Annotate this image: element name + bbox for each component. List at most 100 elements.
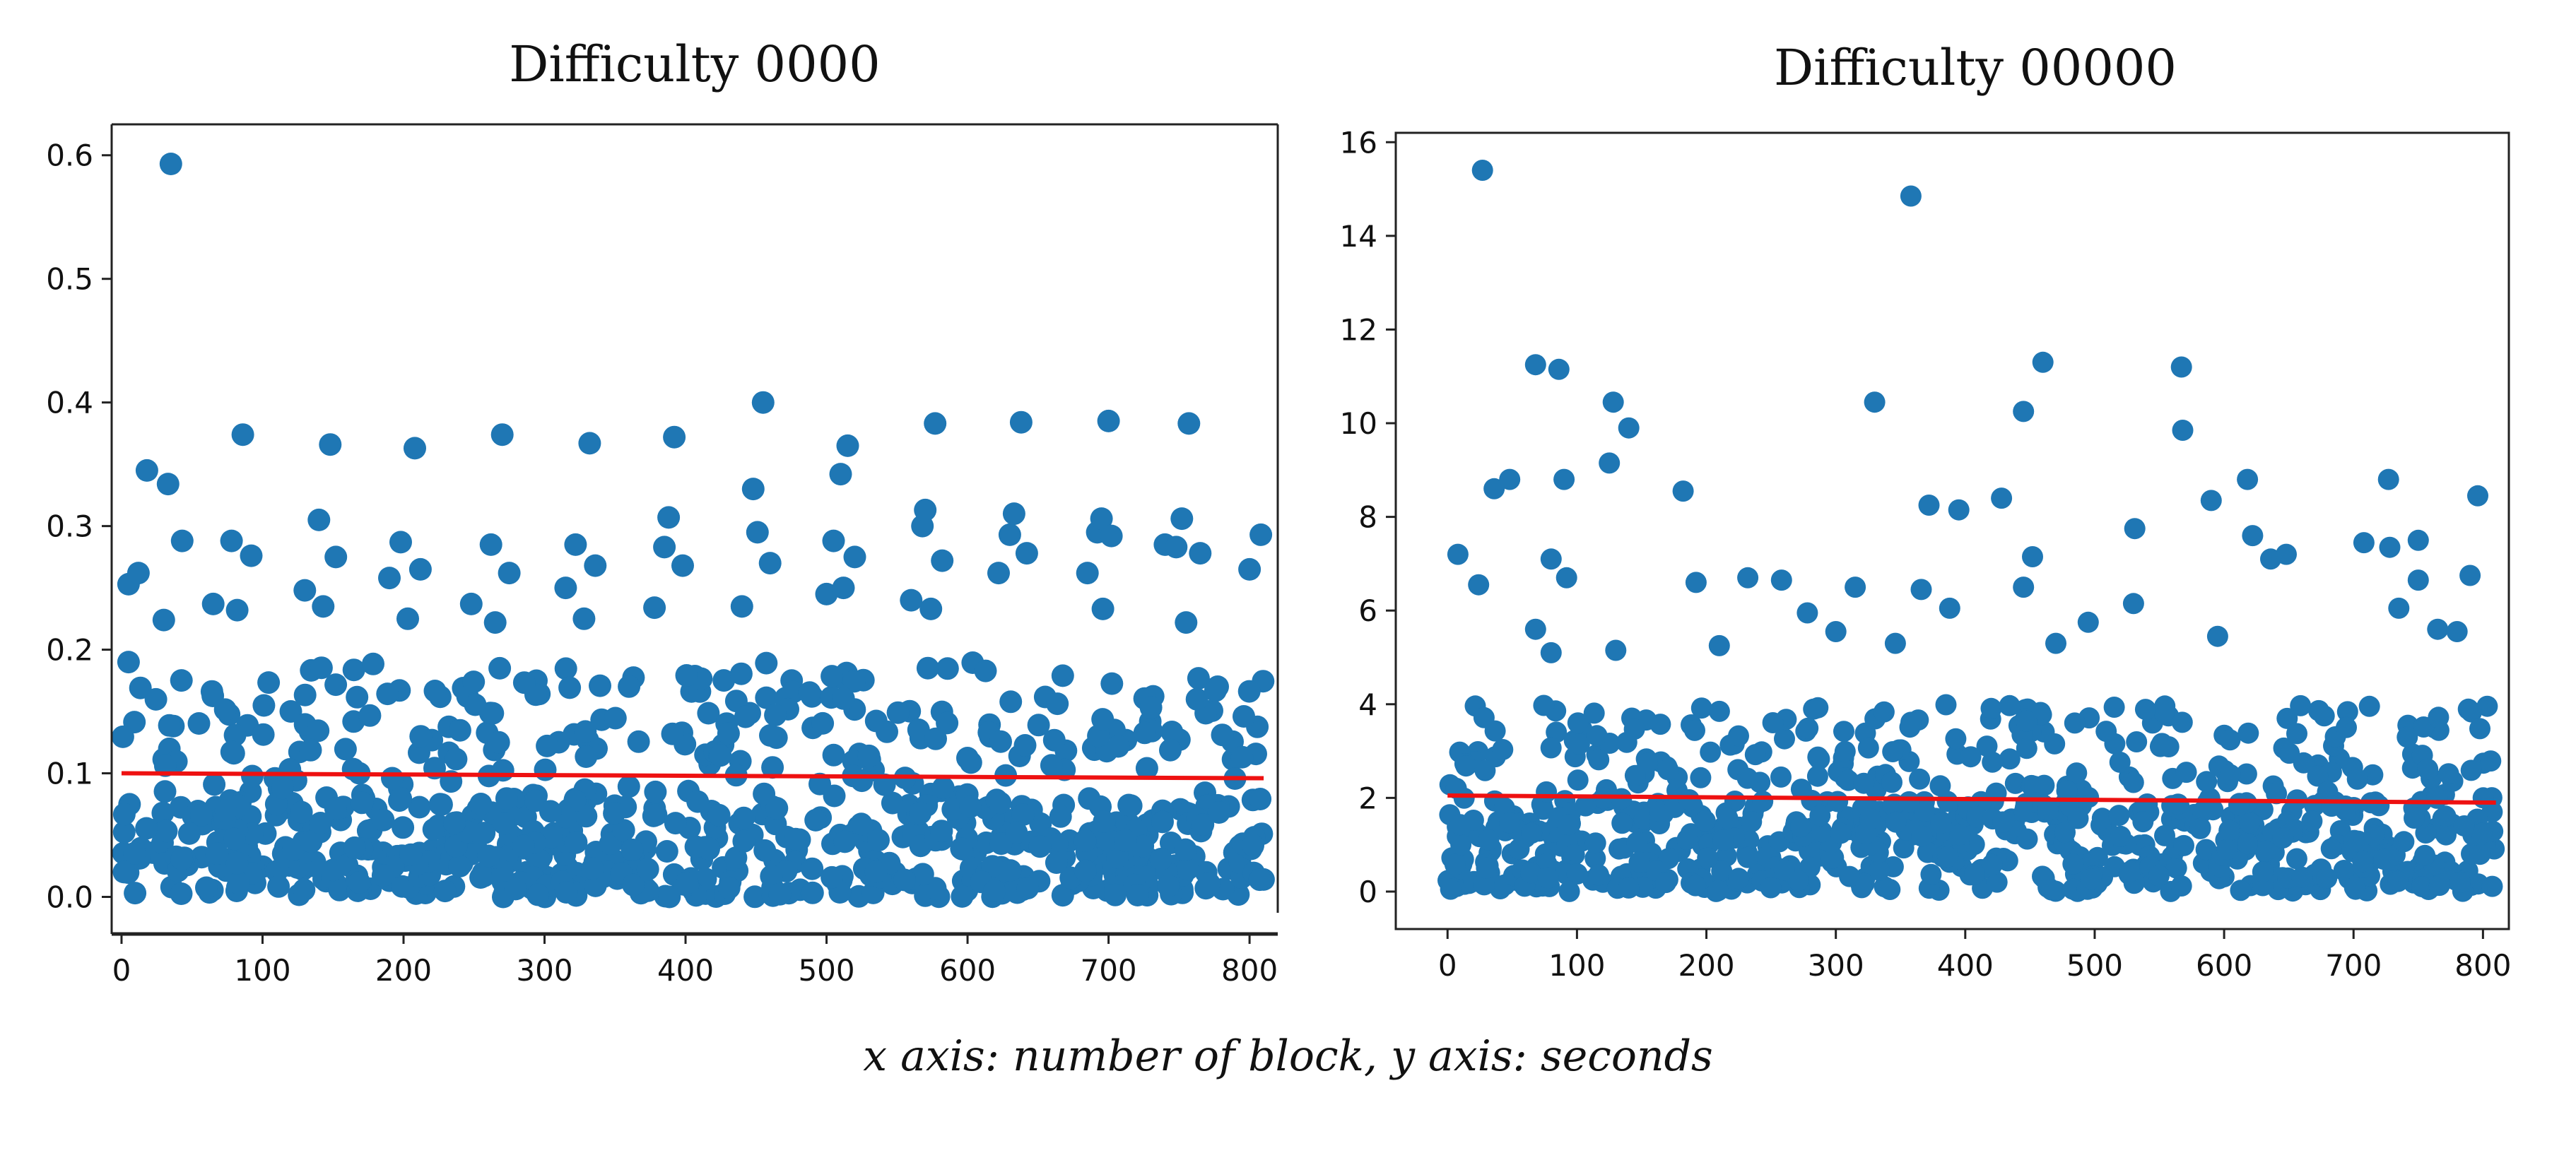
scatter-point-outlier (1948, 499, 1970, 521)
scatter-point (1744, 744, 1766, 766)
scatter-point (1211, 723, 1234, 747)
scatter-point (1586, 725, 1608, 747)
scatter-point (399, 843, 423, 866)
scatter-point (1474, 759, 1496, 781)
scatter-point (867, 829, 890, 852)
scatter-point (2170, 875, 2192, 897)
scatter-point (189, 803, 213, 827)
scatter-point (343, 836, 366, 859)
scatter-point (1131, 834, 1155, 858)
scatter-point-outlier (1685, 572, 1707, 593)
scatter-point (761, 756, 784, 779)
scatter-point-outlier (319, 433, 342, 456)
scatter-point-outlier (307, 508, 331, 531)
scatter-point (267, 875, 290, 898)
scatter-point-outlier (498, 562, 521, 585)
scatter-point-outlier (1555, 567, 1577, 589)
scatter-point (1806, 765, 1828, 787)
scatter-point (124, 882, 147, 905)
scatter-point-outlier (156, 473, 180, 496)
scatter-point (2343, 877, 2365, 899)
scatter-point-outlier (1796, 602, 1818, 624)
scatter-point (1584, 832, 1606, 854)
scatter-point (155, 820, 178, 843)
scatter-point (2435, 805, 2457, 827)
scatter-point (309, 812, 332, 834)
scatter-point (334, 738, 357, 761)
scatter-point (1159, 738, 1182, 762)
scatter-point-outlier (2032, 351, 2054, 373)
scatter-point (2218, 820, 2240, 841)
scatter-point (1859, 808, 1881, 829)
scatter-point (1013, 734, 1037, 757)
scatter-point (491, 759, 514, 782)
scatter-point-outlier (643, 596, 666, 620)
scatter-point (206, 842, 229, 865)
scatter-point-outlier (1483, 478, 1505, 499)
scatter-point (1174, 838, 1197, 861)
scatter-point-outlier (758, 552, 782, 575)
axes: 0 100 200 300 400 500 600 700 800 0.0 0.1 0.2 0.3 0.4… (46, 123, 1279, 988)
scatter-point-outlier (2170, 356, 2192, 378)
y-tick-label: 6 (1358, 593, 1377, 628)
scatter-point (575, 805, 598, 828)
scatter-point (1011, 803, 1035, 826)
scatter-point-outlier (1672, 480, 1694, 502)
scatter-point (203, 773, 226, 796)
scatter-point (1685, 875, 1707, 897)
scatter-point (842, 670, 866, 693)
scatter-point (1773, 859, 1795, 881)
scatter-point (2167, 793, 2189, 815)
y-tick-label: 10 (1340, 406, 1377, 441)
scatter-point (2333, 860, 2355, 881)
scatter-point (2154, 824, 2175, 846)
scatter-point-outlier (822, 529, 845, 552)
scatter-point-outlier (914, 498, 937, 521)
scatter-point (2109, 751, 2131, 773)
scatter-point (686, 790, 710, 813)
scatter-point (1914, 800, 1936, 822)
x-tick-label: 700 (2325, 948, 2382, 983)
scatter-point (717, 722, 740, 745)
scatter-point (1900, 711, 1922, 733)
scatter-point-outlier (1009, 410, 1033, 434)
scatter-point (924, 727, 947, 750)
scatter-point (734, 705, 757, 728)
scatter-point-outlier (2467, 485, 2488, 507)
scatter-point (1628, 851, 1650, 873)
scatter-point (950, 837, 973, 861)
scatter-point (1093, 810, 1116, 833)
scatter-point (1197, 872, 1221, 895)
scatter-point (864, 860, 888, 883)
scatter-point-outlier (1165, 536, 1188, 559)
scatter-point (488, 656, 512, 680)
scatter-point-outlier (1599, 452, 1621, 474)
scatter-point (642, 804, 665, 827)
scatter-point (300, 830, 323, 853)
scatter-point-outlier (135, 459, 158, 482)
scatter-point-outlier (2388, 597, 2410, 619)
scatter-point (636, 858, 659, 881)
scatter-point-outlier (1770, 569, 1792, 591)
scatter-point (849, 812, 873, 836)
scatter-point (2132, 811, 2154, 833)
scatter-point-outlier (1605, 639, 1627, 661)
scatter-point (1474, 874, 1495, 896)
scatter-point-outlier (2122, 593, 2144, 615)
scatter-point (732, 829, 755, 853)
scatter-point (675, 664, 698, 687)
scatter-point (1533, 694, 1555, 716)
scatter-point (2428, 706, 2449, 728)
scatter-point (2016, 738, 2037, 759)
scatter-point-outlier (240, 544, 263, 567)
scatter-point (1981, 853, 2003, 875)
scatter-point (1982, 751, 2004, 773)
scatter-point (2276, 707, 2298, 729)
y-tick-label: 0.4 (46, 386, 93, 420)
scatter-point (112, 861, 136, 884)
scatter-point-outlier (159, 153, 182, 175)
scatter-point (1762, 712, 1784, 733)
scatter-point (2037, 799, 2059, 821)
scatter-point-outlier (1553, 468, 1575, 490)
scatter-point (1707, 880, 1729, 901)
